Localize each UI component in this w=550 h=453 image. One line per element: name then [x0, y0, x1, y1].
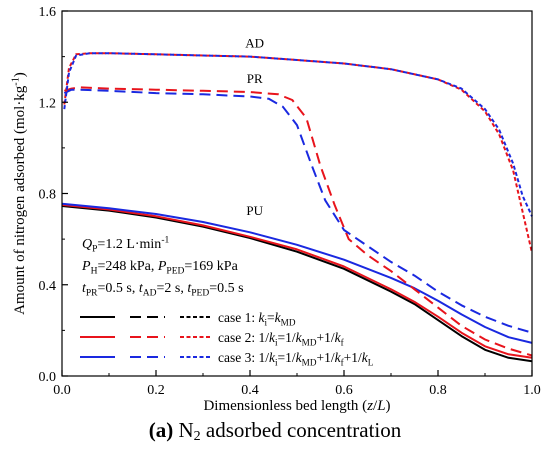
legend-label-part: k — [362, 350, 369, 365]
legend-label-part: i — [275, 337, 278, 347]
legend-label-part: f — [341, 357, 345, 367]
condition-line-part: =1.2 L·min — [97, 237, 161, 252]
legend-label: case 1: ki=kMD — [218, 310, 296, 327]
condition-line-part: P — [157, 259, 167, 274]
legend-label-part: f — [341, 337, 345, 347]
legend-label-part: i — [275, 357, 278, 367]
condition-line-part: PED — [166, 267, 184, 277]
x-axis-label: Dimensionless bed length (z/L) — [203, 398, 390, 414]
caption-label: (a) — [148, 418, 174, 442]
condition-line: tPR=0.5 s, tAD=2 s, tPED=0.5 s — [82, 281, 244, 299]
legend-label-part: k — [296, 330, 303, 345]
y-axis-label-part: ) — [12, 72, 28, 77]
legend-label-part: +1/ — [316, 330, 334, 345]
x-axis-label-part: Dimensionless bed length ( — [203, 398, 367, 414]
x-axis-label-part: / — [373, 398, 378, 414]
series-line-case2-pu — [61, 203, 533, 359]
y-tick-label: 1.6 — [39, 5, 57, 20]
caption-text: adsorbed concentration — [200, 418, 402, 442]
series-line-case1-pu — [61, 205, 533, 363]
legend-label-part: k — [296, 350, 303, 365]
legend-label-part: MD — [281, 317, 296, 327]
legend-label-part: =1/ — [278, 350, 296, 365]
condition-line: QP=1.2 L·min-1 — [82, 236, 169, 255]
legend-label-part: +1/ — [344, 350, 362, 365]
legend-label-part: k — [269, 330, 276, 345]
legend-label-part: k — [335, 330, 342, 345]
series-layer — [61, 52, 533, 363]
y-axis-label-part: -1 — [10, 77, 21, 86]
x-axis-label-part: ) — [386, 398, 391, 414]
legend-label-part: L — [368, 357, 374, 367]
series-line-case3-pr — [63, 88, 533, 334]
condition-line-part: AD — [143, 289, 157, 299]
y-tick-label: 0.8 — [39, 188, 57, 203]
legend-label-part: MD — [302, 357, 317, 367]
series-line-case3-pu — [61, 202, 533, 344]
legend-label-part: case 1: — [218, 310, 258, 325]
legend-label-part: k — [275, 310, 282, 325]
labels-layer: Dimensionless bed length (z/L)Amount of … — [10, 36, 390, 415]
region-label-pu: PU — [246, 203, 263, 218]
condition-line-part: -1 — [161, 236, 169, 246]
condition-line-part: t — [187, 281, 192, 296]
x-tick-label: 0.0 — [53, 383, 71, 398]
condition-line-part: t — [139, 281, 144, 296]
y-axis-label: Amount of nitrogen adsorbed (mol·kg-1) — [10, 72, 28, 315]
condition-line-part: =248 kPa, — [97, 259, 157, 274]
x-tick-label: 1.0 — [523, 383, 541, 398]
legend-label-part: case 2: 1/ — [218, 330, 269, 345]
condition-line-part: PED — [191, 289, 209, 299]
legend-label-part: MD — [302, 337, 317, 347]
line-chart: 0.0 0.2 0.4 0.6 0.8 1.0 0.0 0.4 0.8 1.2 1.6 Dimens… — [10, 5, 541, 415]
figure-caption: (a) N2 adsorbed concentration — [0, 418, 550, 445]
legend-label: case 2: 1/ki=1/kMD+1/kf — [218, 330, 345, 347]
y-axis-label-part: Amount of nitrogen adsorbed (mol·kg — [12, 85, 28, 315]
x-tick-label: 0.6 — [335, 383, 353, 398]
x-tick-label: 0.2 — [147, 383, 165, 398]
legend-label-part: +1/ — [316, 350, 334, 365]
condition-line-part: =0.5 s — [209, 281, 243, 296]
series-line-case3-ad — [63, 52, 533, 217]
x-tick-label: 0.4 — [241, 383, 259, 398]
legend-label-part: i — [264, 317, 267, 327]
caption-species: N — [178, 418, 194, 442]
legend-label-part: k — [269, 350, 276, 365]
condition-line-part: H — [91, 267, 98, 277]
caption-species-subscript: 2 — [193, 429, 201, 444]
condition-line-part: P — [81, 259, 91, 274]
condition-line: PH=248 kPa, PPED=169 kPa — [81, 259, 239, 277]
region-label-ad: AD — [245, 36, 264, 51]
region-label-pr: PR — [247, 71, 263, 86]
series-line-case2-pr — [64, 86, 533, 357]
condition-line-part: =0.5 s, — [98, 281, 139, 296]
legend-label-part: k — [335, 350, 342, 365]
condition-line-part: t — [82, 281, 87, 296]
condition-line-part: Q — [82, 237, 92, 252]
y-tick-label: 0.4 — [39, 279, 57, 294]
legend-label-part: case 3: 1/ — [218, 350, 269, 365]
condition-line-part: =2 s, — [157, 281, 188, 296]
legend-label-part: k — [258, 310, 265, 325]
condition-line-part: P — [92, 245, 97, 255]
y-tick-label: 0.0 — [39, 370, 57, 385]
legend-label-part: = — [267, 310, 275, 325]
x-axis-label-part: z — [366, 398, 373, 414]
series-line-case2-ad — [63, 52, 533, 254]
plot-frame — [61, 10, 533, 377]
legend-label: case 3: 1/ki=1/kMD+1/kf+1/kL — [218, 350, 374, 367]
x-tick-label: 0.8 — [429, 383, 447, 398]
y-tick-label: 1.2 — [39, 96, 57, 111]
ticks-layer: 0.0 0.2 0.4 0.6 0.8 1.0 0.0 0.4 0.8 1.2 1.6 — [39, 5, 541, 398]
condition-line-part: PR — [86, 289, 98, 299]
x-axis-label-part: L — [376, 398, 385, 414]
condition-line-part: =169 kPa — [184, 259, 238, 274]
legend-label-part: =1/ — [278, 330, 296, 345]
